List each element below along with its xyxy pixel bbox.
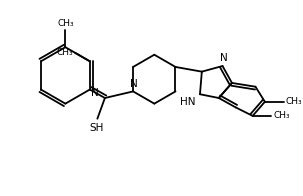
Text: N: N — [130, 79, 138, 89]
Text: HN: HN — [180, 97, 195, 107]
Text: N: N — [220, 53, 227, 63]
Text: CH₃: CH₃ — [57, 19, 74, 28]
Text: CH₃: CH₃ — [273, 111, 290, 120]
Text: CH₃: CH₃ — [57, 48, 73, 57]
Text: SH: SH — [89, 123, 104, 133]
Text: CH₃: CH₃ — [286, 97, 302, 106]
Text: N: N — [91, 88, 98, 98]
